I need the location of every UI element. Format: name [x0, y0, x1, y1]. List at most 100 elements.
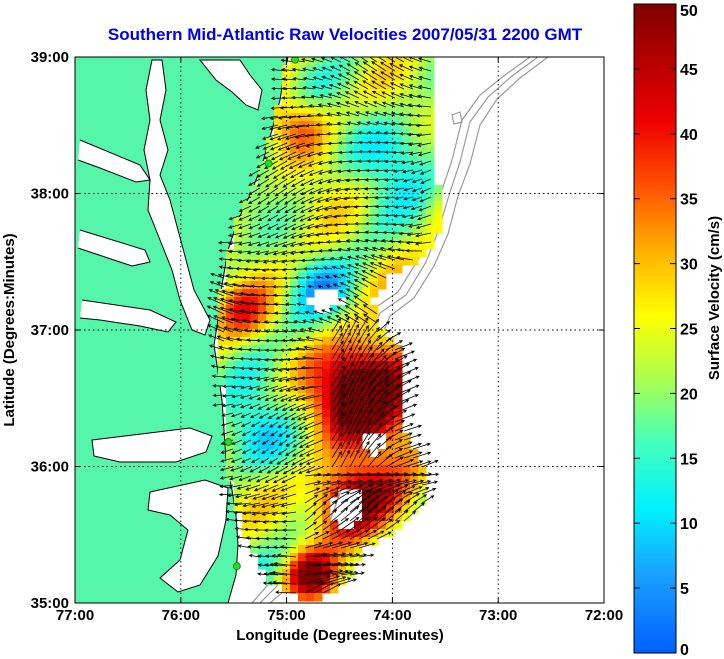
velocity-arrow [291, 421, 306, 430]
heatmap-cell [386, 265, 395, 274]
heatmap-cell [338, 545, 347, 554]
heatmap-cell [378, 273, 387, 282]
velocity-arrow [288, 160, 306, 169]
heatmap-cell [314, 113, 323, 122]
heatmap-cell [338, 385, 347, 394]
velocity-arrow [373, 111, 387, 117]
velocity-arrow [313, 541, 334, 549]
heatmap-cell [402, 241, 411, 250]
heatmap-cell [314, 161, 323, 170]
velocity-arrow [279, 545, 297, 549]
velocity-arrow [340, 490, 362, 504]
velocity-arrow [412, 442, 431, 450]
heatmap-cell [250, 481, 259, 490]
heatmap-cell [362, 169, 371, 178]
heatmap-cell [370, 257, 379, 266]
heatmap-cell [266, 345, 275, 354]
velocity-arrow [349, 315, 359, 333]
heatmap-cell [250, 241, 259, 250]
heatmap-cell [330, 545, 339, 554]
velocity-arrow [394, 196, 405, 200]
velocity-arrow [383, 169, 396, 173]
heatmap-cell [226, 321, 235, 330]
heatmap-cell [378, 185, 387, 194]
velocity-arrow [321, 75, 333, 81]
heatmap-cell [242, 297, 251, 306]
velocity-arrow [340, 316, 350, 333]
heatmap-cell [386, 249, 395, 258]
velocity-arrow [273, 302, 288, 306]
velocity-arrow [257, 205, 270, 213]
heatmap-cell [346, 217, 355, 226]
velocity-arrow [337, 160, 351, 164]
heatmap-cell [258, 537, 267, 546]
velocity-arrow [267, 223, 279, 230]
heatmap-cell [346, 457, 355, 466]
velocity-arrow [313, 310, 324, 315]
velocity-arrow [394, 509, 409, 522]
heatmap-cell [258, 329, 267, 338]
velocity-arrow [302, 319, 315, 324]
heatmap-cell [322, 185, 331, 194]
velocity-arrow [322, 576, 347, 585]
heatmap-cell [274, 305, 283, 314]
colorbar-tick-label: 20 [680, 386, 698, 403]
heatmap-cell [274, 185, 283, 194]
heatmap-cell [402, 113, 411, 122]
velocity-arrow [380, 71, 396, 81]
colorbar-gradient [633, 3, 677, 654]
velocity-arrow [346, 280, 360, 288]
heatmap-cell [402, 121, 411, 130]
velocity-arrow [336, 82, 351, 90]
heatmap-cell [370, 473, 379, 482]
heatmap-cell [394, 121, 403, 130]
heatmap-cell [290, 393, 299, 402]
velocity-arrow [358, 440, 370, 459]
heatmap-cell [402, 161, 411, 170]
heatmap-cell [322, 449, 331, 458]
velocity-arrow [293, 320, 306, 324]
velocity-arrow [270, 151, 288, 161]
heatmap-cell [234, 417, 243, 426]
velocity-arrow [272, 475, 288, 484]
heatmap-cell [306, 257, 315, 266]
heatmap-cell [282, 361, 291, 370]
heatmap-cell [362, 209, 371, 218]
velocity-arrow [346, 63, 360, 72]
heatmap-cell [266, 433, 275, 442]
heatmap-cell [338, 105, 347, 114]
velocity-arrow [342, 205, 360, 210]
velocity-arrow [310, 318, 324, 324]
heatmap-cell [394, 265, 403, 274]
velocity-arrow [271, 160, 288, 170]
heatmap-cell [338, 153, 347, 162]
heatmap-cell [298, 113, 307, 122]
velocity-arrow [358, 420, 372, 441]
velocity-arrow [354, 101, 369, 108]
velocity-arrow [227, 232, 243, 237]
heatmap-cell [330, 241, 339, 250]
velocity-arrow [385, 508, 402, 522]
heatmap-cell [314, 257, 323, 266]
heatmap-cell [242, 433, 251, 442]
velocity-arrow [240, 403, 252, 409]
heatmap-cell [250, 441, 259, 450]
heatmap-cell [274, 417, 283, 426]
velocity-arrow [390, 231, 404, 235]
heatmap-cell [346, 393, 355, 402]
heatmap-cell [234, 497, 243, 506]
heatmap-cell [330, 353, 339, 362]
heatmap-cell [314, 449, 323, 458]
heatmap-cell [250, 377, 259, 386]
heatmap-cell [298, 313, 307, 322]
velocity-arrow [260, 457, 270, 464]
velocity-arrow [399, 83, 414, 90]
heatmap-cell [242, 529, 251, 538]
heatmap-cell [354, 249, 363, 258]
velocity-arrow [284, 196, 297, 205]
velocity-arrow [349, 408, 362, 432]
velocity-arrow [358, 542, 376, 549]
velocity-arrow [418, 205, 432, 212]
velocity-arrow [322, 569, 350, 576]
velocity-arrow [371, 246, 387, 252]
